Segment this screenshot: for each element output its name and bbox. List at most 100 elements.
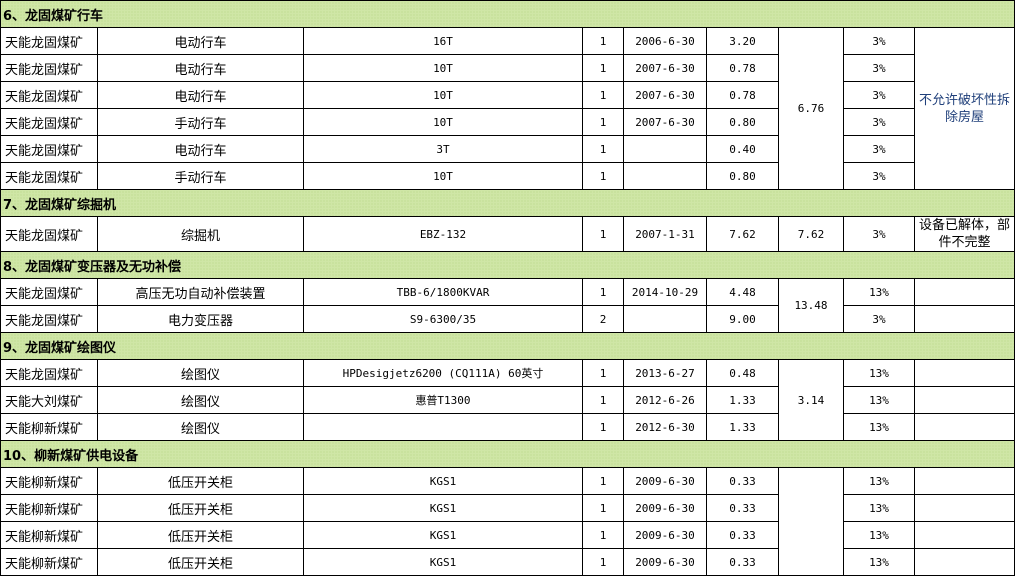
model-cell[interactable]: KGS1 xyxy=(303,521,583,549)
quantity-cell[interactable]: 1 xyxy=(582,108,624,136)
value-cell[interactable]: 0.78 xyxy=(706,81,779,109)
date-cell[interactable]: 2007-6-30 xyxy=(623,108,707,136)
note-cell[interactable] xyxy=(913,521,1016,549)
equipment-name-cell[interactable]: 手动行车 xyxy=(97,162,304,190)
note-cell[interactable] xyxy=(913,467,1016,495)
equipment-name-cell[interactable]: 手动行车 xyxy=(97,108,304,136)
mine-cell[interactable]: 天能龙固煤矿 xyxy=(0,27,98,55)
equipment-name-cell[interactable]: 低压开关柜 xyxy=(97,467,304,495)
value-cell[interactable]: 0.33 xyxy=(706,467,779,495)
rate-cell[interactable]: 3% xyxy=(843,162,915,190)
group-total-cell[interactable]: 7.62 xyxy=(778,216,844,252)
quantity-cell[interactable]: 1 xyxy=(582,135,624,163)
value-cell[interactable]: 4.48 xyxy=(706,278,779,306)
date-cell[interactable]: 2013-6-27 xyxy=(623,359,707,387)
model-cell[interactable]: TBB-6/1800KVAR xyxy=(303,278,583,306)
value-cell[interactable]: 7.62 xyxy=(706,216,779,252)
date-cell[interactable] xyxy=(623,135,707,163)
rate-cell[interactable]: 13% xyxy=(843,521,915,549)
value-cell[interactable]: 1.33 xyxy=(706,386,779,414)
model-cell[interactable]: 10T xyxy=(303,108,583,136)
date-cell[interactable] xyxy=(623,305,707,333)
section-title[interactable]: 6、龙固煤矿行车 xyxy=(0,0,1016,28)
mine-cell[interactable]: 天能柳新煤矿 xyxy=(0,413,98,441)
model-cell[interactable]: 10T xyxy=(303,162,583,190)
group-total-cell[interactable]: 3.14 xyxy=(778,359,844,441)
mine-cell[interactable]: 天能龙固煤矿 xyxy=(0,216,98,252)
equipment-name-cell[interactable]: 高压无功自动补偿装置 xyxy=(97,278,304,306)
note-cell[interactable] xyxy=(913,386,1016,414)
value-cell[interactable]: 9.00 xyxy=(706,305,779,333)
value-cell[interactable]: 0.33 xyxy=(706,521,779,549)
note-cell[interactable] xyxy=(913,359,1016,387)
value-cell[interactable]: 0.80 xyxy=(706,108,779,136)
note-cell[interactable] xyxy=(913,305,1016,333)
quantity-cell[interactable]: 1 xyxy=(582,467,624,495)
section-title[interactable]: 8、龙固煤矿变压器及无功补偿 xyxy=(0,251,1016,279)
date-cell[interactable] xyxy=(623,162,707,190)
equipment-name-cell[interactable]: 绘图仪 xyxy=(97,359,304,387)
date-cell[interactable]: 2012-6-26 xyxy=(623,386,707,414)
equipment-name-cell[interactable]: 低压开关柜 xyxy=(97,548,304,576)
quantity-cell[interactable]: 1 xyxy=(582,494,624,522)
mine-cell[interactable]: 天能龙固煤矿 xyxy=(0,162,98,190)
group-total-cell[interactable]: 6.76 xyxy=(778,27,844,190)
date-cell[interactable]: 2007-6-30 xyxy=(623,54,707,82)
model-cell[interactable]: 3T xyxy=(303,135,583,163)
mine-cell[interactable]: 天能龙固煤矿 xyxy=(0,278,98,306)
quantity-cell[interactable]: 1 xyxy=(582,27,624,55)
rate-cell[interactable]: 13% xyxy=(843,467,915,495)
rate-cell[interactable]: 3% xyxy=(843,216,915,252)
value-cell[interactable]: 3.20 xyxy=(706,27,779,55)
mine-cell[interactable]: 天能大刘煤矿 xyxy=(0,386,98,414)
value-cell[interactable]: 0.40 xyxy=(706,135,779,163)
equipment-name-cell[interactable]: 电动行车 xyxy=(97,81,304,109)
date-cell[interactable]: 2006-6-30 xyxy=(623,27,707,55)
model-cell[interactable]: 10T xyxy=(303,54,583,82)
model-cell[interactable]: HPDesigjetz6200 (CQ111A) 60英寸 xyxy=(303,359,583,387)
value-cell[interactable]: 1.33 xyxy=(706,413,779,441)
value-cell[interactable]: 0.33 xyxy=(706,494,779,522)
note-cell[interactable]: 不允许破坏性拆除房屋 xyxy=(913,27,1016,190)
rate-cell[interactable]: 13% xyxy=(843,359,915,387)
quantity-cell[interactable]: 1 xyxy=(582,216,624,252)
date-cell[interactable]: 2007-6-30 xyxy=(623,81,707,109)
rate-cell[interactable]: 13% xyxy=(843,278,915,306)
model-cell[interactable]: 10T xyxy=(303,81,583,109)
date-cell[interactable]: 2009-6-30 xyxy=(623,521,707,549)
quantity-cell[interactable]: 1 xyxy=(582,386,624,414)
model-cell[interactable]: 惠普T1300 xyxy=(303,386,583,414)
value-cell[interactable]: 0.48 xyxy=(706,359,779,387)
rate-cell[interactable]: 3% xyxy=(843,135,915,163)
note-cell[interactable] xyxy=(913,413,1016,441)
mine-cell[interactable]: 天能龙固煤矿 xyxy=(0,81,98,109)
date-cell[interactable]: 2009-6-30 xyxy=(623,494,707,522)
quantity-cell[interactable]: 1 xyxy=(582,278,624,306)
date-cell[interactable]: 2014-10-29 xyxy=(623,278,707,306)
value-cell[interactable]: 0.80 xyxy=(706,162,779,190)
equipment-name-cell[interactable]: 低压开关柜 xyxy=(97,521,304,549)
rate-cell[interactable]: 13% xyxy=(843,494,915,522)
mine-cell[interactable]: 天能龙固煤矿 xyxy=(0,305,98,333)
model-cell[interactable] xyxy=(303,413,583,441)
mine-cell[interactable]: 天能柳新煤矿 xyxy=(0,467,98,495)
rate-cell[interactable]: 13% xyxy=(843,548,915,576)
note-cell[interactable] xyxy=(913,494,1016,522)
quantity-cell[interactable]: 1 xyxy=(582,548,624,576)
quantity-cell[interactable]: 1 xyxy=(582,521,624,549)
rate-cell[interactable]: 13% xyxy=(843,413,915,441)
mine-cell[interactable]: 天能龙固煤矿 xyxy=(0,54,98,82)
group-total-cell[interactable] xyxy=(778,467,844,576)
quantity-cell[interactable]: 1 xyxy=(582,413,624,441)
mine-cell[interactable]: 天能柳新煤矿 xyxy=(0,494,98,522)
model-cell[interactable]: KGS1 xyxy=(303,494,583,522)
equipment-name-cell[interactable]: 电动行车 xyxy=(97,27,304,55)
mine-cell[interactable]: 天能龙固煤矿 xyxy=(0,108,98,136)
note-cell[interactable] xyxy=(913,278,1016,306)
section-title[interactable]: 10、柳新煤矿供电设备 xyxy=(0,440,1016,468)
model-cell[interactable]: KGS1 xyxy=(303,548,583,576)
note-cell[interactable]: 设备已解体，部件不完整 xyxy=(913,216,1016,252)
equipment-name-cell[interactable]: 电力变压器 xyxy=(97,305,304,333)
equipment-name-cell[interactable]: 综掘机 xyxy=(97,216,304,252)
rate-cell[interactable]: 3% xyxy=(843,27,915,55)
